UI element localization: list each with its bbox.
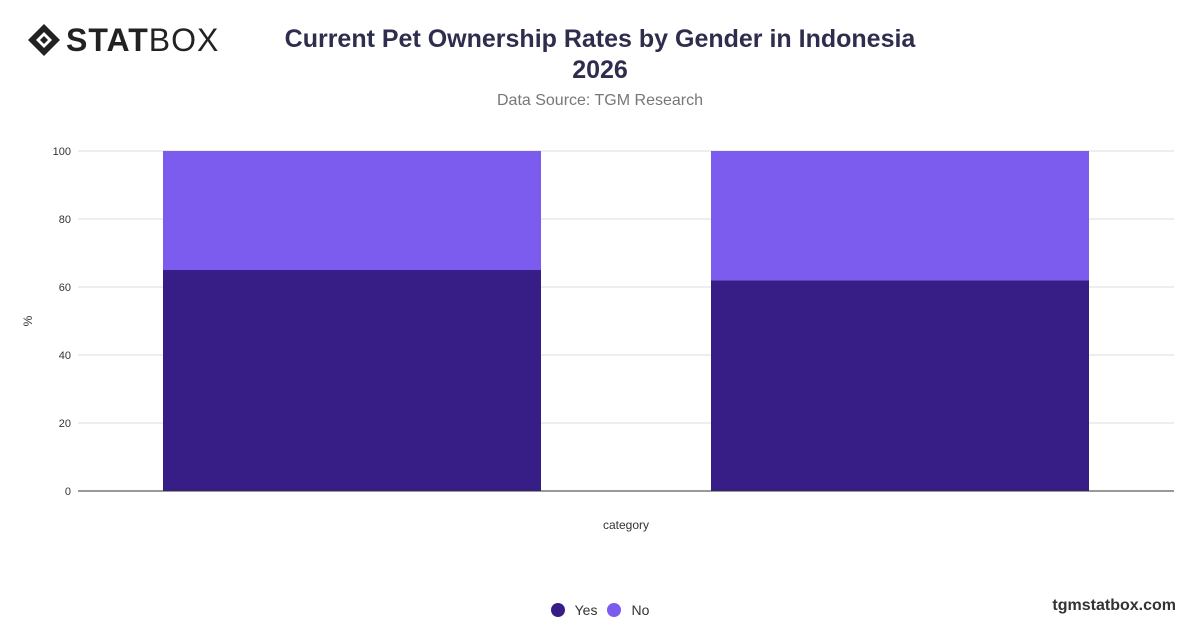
- y-tick-label: 0: [65, 486, 71, 498]
- footer-brand-link[interactable]: tgmstatbox.com: [1052, 597, 1176, 614]
- legend-label-yes: Yes: [574, 602, 598, 618]
- x-axis-label: category: [603, 518, 649, 532]
- y-tick-label: 20: [59, 418, 71, 430]
- chart-title-line-2: 2026: [572, 56, 628, 84]
- statbox-logo: STATBOX: [26, 22, 219, 58]
- statbox-diamond-icon: [28, 24, 60, 56]
- y-tick-label: 80: [59, 214, 71, 226]
- y-axis-label: %: [21, 315, 35, 326]
- bar-no-1[interactable]: [163, 151, 541, 270]
- axes: 0 20 40 60 80 100: [53, 146, 1174, 498]
- y-tick-label: 100: [53, 146, 71, 158]
- chart-title: Current Pet Ownership Rates by Gender in…: [200, 24, 1000, 86]
- bars: [163, 151, 1089, 491]
- y-tick-label: 40: [59, 350, 71, 362]
- logo-text-light: BOX: [148, 22, 220, 58]
- legend-label-no: No: [631, 602, 650, 618]
- logo-text-bold: STAT: [66, 22, 149, 58]
- legend-item-yes[interactable]: Yes: [550, 602, 598, 618]
- bar-yes-1[interactable]: [163, 270, 541, 491]
- chart-title-line-1: Current Pet Ownership Rates by Gender in…: [284, 25, 916, 53]
- stacked-bar-chart: 0 20 40 60 80 100 % category: [21, 146, 1174, 532]
- bar-no-2[interactable]: [711, 151, 1089, 281]
- chart-subtitle: Data Source: TGM Research: [496, 92, 703, 109]
- legend-swatch-yes: [550, 603, 565, 617]
- chart-legend: Yes No: [0, 602, 1200, 618]
- legend-swatch-no: [607, 603, 622, 617]
- y-tick-label: 60: [59, 282, 71, 294]
- bar-yes-2[interactable]: [711, 280, 1089, 491]
- legend-item-no[interactable]: No: [607, 602, 649, 618]
